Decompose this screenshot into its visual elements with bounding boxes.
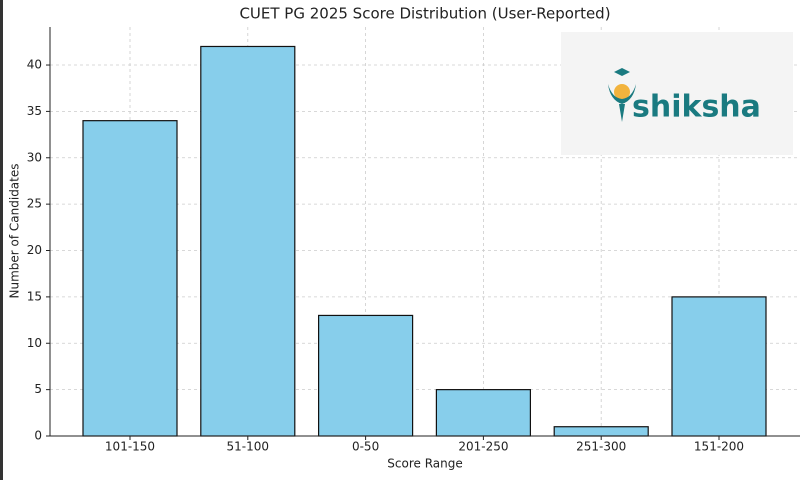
x-tick-label: 0-50	[352, 440, 379, 454]
bar	[200, 45, 296, 437]
x-tick-label: 251-300	[576, 440, 626, 454]
y-tick-label: 20	[27, 243, 42, 257]
y-tick-label: 40	[27, 58, 42, 72]
edge	[0, 0, 3, 480]
y-tick-label: 30	[27, 150, 42, 164]
logo-icon	[608, 68, 636, 122]
y-tick-label: 35	[27, 104, 42, 118]
chart-title: CUET PG 2025 Score Distribution (User-Re…	[239, 5, 610, 23]
x-tick-label: 201-250	[458, 440, 508, 454]
bar	[435, 389, 531, 437]
x-tick-label: 101-150	[105, 440, 155, 454]
logo-box	[561, 32, 793, 155]
x-tick-label: 151-200	[694, 440, 744, 454]
bar	[553, 426, 649, 437]
bar	[82, 120, 178, 437]
y-axis-label: Number of Candidates	[8, 164, 22, 299]
y-tick-label: 5	[34, 382, 42, 396]
logo-text: shiksha	[632, 90, 761, 125]
y-tick-label: 10	[27, 336, 42, 350]
y-tick-label: 0	[34, 429, 42, 443]
x-tick-label: 51-100	[227, 440, 270, 454]
bar	[671, 296, 767, 437]
y-tick-label: 15	[27, 289, 42, 303]
bar	[318, 314, 414, 437]
y-tick-label: 25	[27, 197, 42, 211]
x-axis-label: Score Range	[387, 457, 462, 471]
